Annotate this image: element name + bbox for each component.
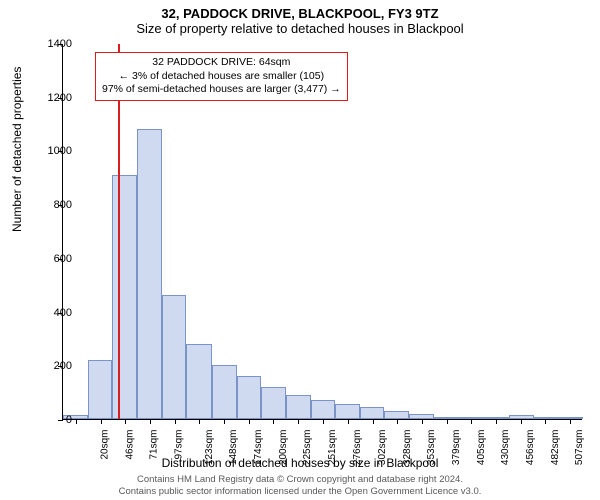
chart-area: 32 PADDOCK DRIVE: 64sqm← 3% of detached … xyxy=(62,44,582,420)
histogram-bar xyxy=(186,344,211,419)
x-tick-mark xyxy=(76,419,77,424)
x-tick-mark xyxy=(150,419,151,424)
x-tick-mark xyxy=(125,419,126,424)
x-tick-label: 251sqm xyxy=(327,430,338,466)
y-axis-label: Number of detached properties xyxy=(10,67,24,232)
y-tick-label: 400 xyxy=(32,307,72,319)
x-tick-mark xyxy=(447,419,448,424)
histogram-bar xyxy=(384,411,409,419)
x-tick-label: 456sqm xyxy=(525,430,536,466)
x-tick-label: 148sqm xyxy=(228,430,239,466)
x-tick-mark xyxy=(545,419,546,424)
plot-area: 32 PADDOCK DRIVE: 64sqm← 3% of detached … xyxy=(62,44,582,420)
x-tick-label: 97sqm xyxy=(173,430,184,460)
x-tick-label: 20sqm xyxy=(99,430,110,460)
footer-attribution: Contains HM Land Registry data © Crown c… xyxy=(0,474,600,498)
y-tick-label: 800 xyxy=(32,199,72,211)
chart-title-block: 32, PADDOCK DRIVE, BLACKPOOL, FY3 9TZ Si… xyxy=(0,0,600,36)
histogram-bar xyxy=(137,129,162,419)
histogram-bar xyxy=(459,417,484,419)
y-tick-label: 1400 xyxy=(32,38,72,50)
x-tick-label: 482sqm xyxy=(550,430,561,466)
x-tick-label: 123sqm xyxy=(204,430,215,466)
x-tick-mark xyxy=(471,419,472,424)
annotation-box: 32 PADDOCK DRIVE: 64sqm← 3% of detached … xyxy=(95,52,348,101)
x-tick-mark xyxy=(101,419,102,424)
histogram-bar xyxy=(534,417,558,419)
x-tick-mark xyxy=(422,419,423,424)
x-tick-mark xyxy=(570,419,571,424)
histogram-bar xyxy=(509,415,534,419)
y-tick-label: 1000 xyxy=(32,145,72,157)
x-tick-label: 225sqm xyxy=(302,430,313,466)
x-tick-mark xyxy=(224,419,225,424)
histogram-bar xyxy=(360,407,384,419)
x-tick-mark xyxy=(323,419,324,424)
histogram-bar xyxy=(237,376,261,419)
histogram-bar xyxy=(212,365,237,419)
histogram-bar xyxy=(434,417,458,419)
x-tick-mark xyxy=(496,419,497,424)
x-tick-mark xyxy=(521,419,522,424)
histogram-bar xyxy=(286,395,311,419)
x-tick-label: 302sqm xyxy=(377,430,388,466)
histogram-bar xyxy=(261,387,286,419)
x-tick-mark xyxy=(273,419,274,424)
histogram-bar xyxy=(335,404,360,419)
x-tick-mark xyxy=(373,419,374,424)
x-tick-mark xyxy=(348,419,349,424)
x-tick-label: 353sqm xyxy=(426,430,437,466)
histogram-bar xyxy=(558,417,583,419)
histogram-bar xyxy=(88,360,112,419)
y-tick-label: 0 xyxy=(32,414,72,426)
x-tick-label: 71sqm xyxy=(148,430,159,460)
footer-line-1: Contains HM Land Registry data © Crown c… xyxy=(0,474,600,486)
x-tick-label: 276sqm xyxy=(352,430,363,466)
x-tick-mark xyxy=(249,419,250,424)
x-tick-label: 328sqm xyxy=(402,430,413,466)
annotation-line: 97% of semi-detached houses are larger (… xyxy=(102,83,341,97)
x-tick-label: 174sqm xyxy=(253,430,264,466)
x-tick-label: 430sqm xyxy=(500,430,511,466)
y-tick-label: 200 xyxy=(32,360,72,372)
histogram-bar xyxy=(484,417,509,419)
footer-line-2: Contains public sector information licen… xyxy=(0,486,600,498)
x-tick-label: 200sqm xyxy=(278,430,289,466)
y-tick-label: 1200 xyxy=(32,92,72,104)
histogram-bar xyxy=(162,295,186,419)
y-tick-label: 600 xyxy=(32,253,72,265)
x-tick-mark xyxy=(397,419,398,424)
annotation-line: ← 3% of detached houses are smaller (105… xyxy=(102,70,341,84)
x-tick-label: 405sqm xyxy=(476,430,487,466)
annotation-line: 32 PADDOCK DRIVE: 64sqm xyxy=(102,56,341,70)
x-tick-mark xyxy=(199,419,200,424)
histogram-bar xyxy=(112,175,137,419)
x-tick-label: 379sqm xyxy=(451,430,462,466)
x-tick-label: 46sqm xyxy=(124,430,135,460)
histogram-bar xyxy=(409,414,434,419)
histogram-bar xyxy=(311,400,335,419)
chart-title-address: 32, PADDOCK DRIVE, BLACKPOOL, FY3 9TZ xyxy=(0,6,600,21)
x-tick-mark xyxy=(175,419,176,424)
x-tick-label: 507sqm xyxy=(574,430,585,466)
chart-title-subtitle: Size of property relative to detached ho… xyxy=(0,21,600,36)
x-tick-mark xyxy=(298,419,299,424)
